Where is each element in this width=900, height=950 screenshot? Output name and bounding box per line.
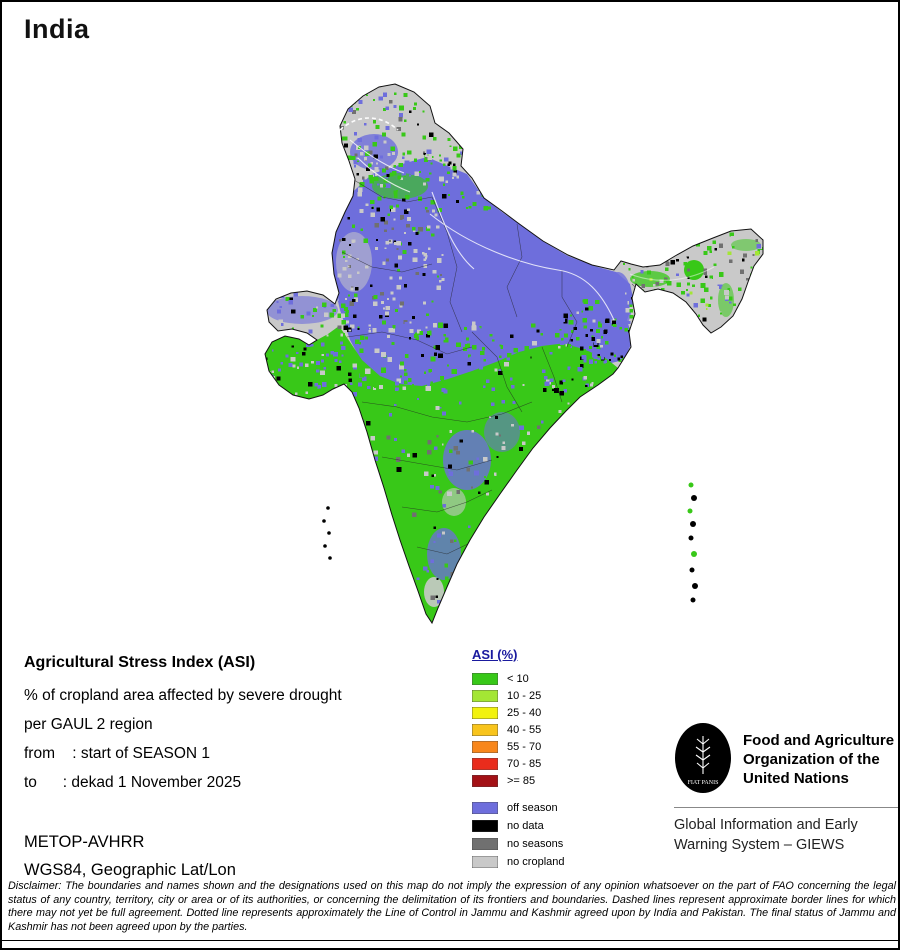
legend-label: no seasons: [507, 838, 564, 850]
page-title: India: [24, 14, 90, 44]
legend-label: no data: [507, 820, 544, 832]
legend-extra-classes: off season no data no seasons no croplan…: [472, 799, 565, 871]
asi-description-line1: % of cropland area affected by severe dr…: [24, 687, 342, 704]
fao-motto: FIAT PANIS: [688, 780, 719, 786]
country-outline: [264, 83, 764, 625]
map-caption-block: Agricultural Stress Index (ASI) % of cro…: [24, 654, 342, 803]
legend-item: >= 85: [472, 772, 565, 789]
legend-swatch: [472, 672, 498, 685]
legend-item: no seasons: [472, 835, 565, 853]
legend-swatch: [472, 838, 498, 850]
fao-name: Food and Agriculture Organization of the…: [743, 732, 895, 788]
legend-item: 40 - 55: [472, 721, 565, 738]
off-season-region: [332, 157, 634, 388]
legend-label: 70 - 85: [507, 757, 542, 770]
legend-label: >= 85: [507, 774, 536, 787]
legend-label: off season: [507, 802, 558, 814]
bottom-rule: [2, 940, 898, 941]
regional-patches: [266, 134, 761, 607]
legend-swatch: [472, 802, 498, 814]
island-dots: [322, 482, 698, 603]
asi-to-line: to : dekad 1 November 2025: [24, 774, 242, 791]
legend-swatch: [472, 757, 498, 770]
line-of-control: [339, 117, 399, 131]
legend: ASI (%) < 10 10 - 25 25 - 40 40 - 55 55 …: [472, 647, 565, 871]
fao-divider: [674, 807, 898, 808]
legend-swatch: [472, 723, 498, 736]
projection-label: WGS84, Geographic Lat/Lon: [24, 861, 236, 879]
legend-swatch: [472, 820, 498, 832]
giews-subtitle: Global Information and Early Warning Sys…: [674, 817, 858, 853]
asi-from-line: from : start of SEASON 1: [24, 745, 211, 762]
legend-asi-classes: < 10 10 - 25 25 - 40 40 - 55 55 - 70 70 …: [472, 670, 565, 789]
legend-item: 25 - 40: [472, 704, 565, 721]
fao-logo-icon: FIAT PANIS: [675, 723, 731, 793]
legend-item: no cropland: [472, 853, 565, 871]
wheat-icon: [695, 736, 711, 774]
legend-item: 10 - 25: [472, 687, 565, 704]
legend-item: 55 - 70: [472, 738, 565, 755]
legend-swatch: [472, 740, 498, 753]
legend-item: < 10: [472, 670, 565, 687]
legend-item: no data: [472, 817, 565, 835]
legend-swatch: [472, 706, 498, 719]
map-fill-layers: [265, 90, 763, 623]
legend-item: 70 - 85: [472, 755, 565, 772]
legend-swatch: [472, 856, 498, 868]
asi-heading: Agricultural Stress Index (ASI): [24, 654, 256, 671]
legend-title: ASI (%): [472, 647, 518, 662]
low-asi-region: [265, 326, 618, 623]
legend-label: no cropland: [507, 856, 565, 868]
legend-label: < 10: [507, 672, 529, 685]
legend-label: 55 - 70: [507, 740, 542, 753]
river-lines: [349, 139, 715, 321]
legend-swatch: [472, 774, 498, 787]
disclaimer-text: Disclaimer: The boundaries and names sho…: [8, 880, 896, 933]
legend-label: 40 - 55: [507, 723, 542, 736]
legend-item: off season: [472, 799, 565, 817]
asi-description-line2: per GAUL 2 region: [24, 716, 153, 733]
fao-block: FIAT PANIS Food and Agriculture Organiza…: [674, 722, 898, 855]
legend-label: 10 - 25: [507, 689, 542, 702]
legend-swatch: [472, 689, 498, 702]
legend-label: 25 - 40: [507, 706, 542, 719]
sensor-label: METOP-AVHRR: [24, 833, 145, 851]
